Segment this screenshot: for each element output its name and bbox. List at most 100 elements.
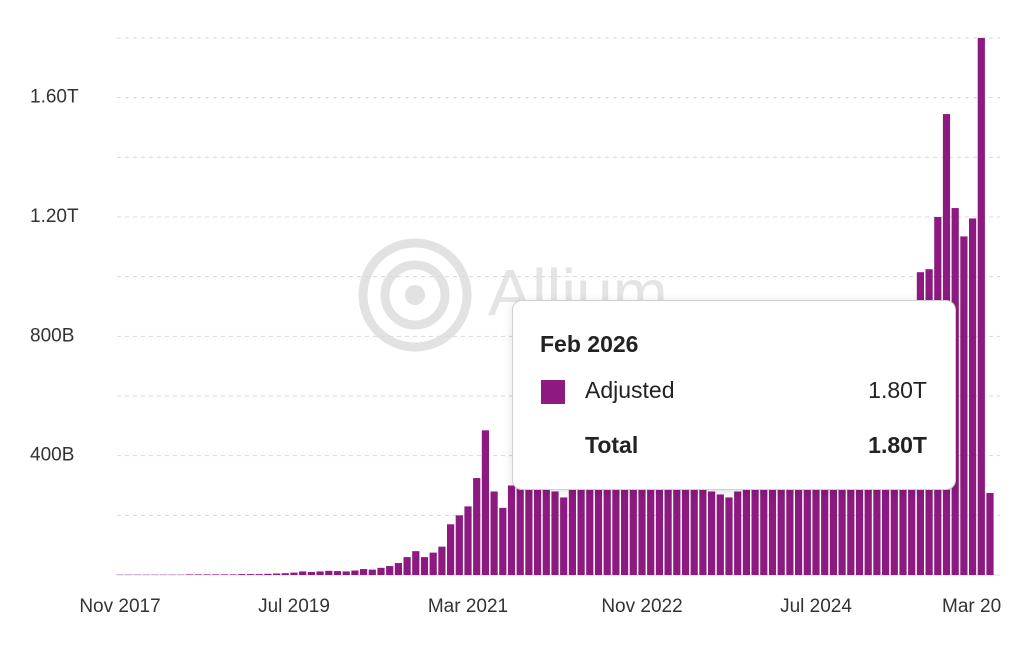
watermark-logo xyxy=(358,238,472,352)
bar xyxy=(742,485,750,575)
bar xyxy=(855,407,864,575)
bar xyxy=(594,482,603,575)
x-tick-label: Nov 2022 xyxy=(601,596,682,617)
tooltip-title: Feb 2026 xyxy=(540,331,639,357)
bar xyxy=(795,455,803,575)
bar xyxy=(638,482,646,575)
bar xyxy=(786,461,794,575)
bar xyxy=(621,470,629,575)
bar xyxy=(681,479,690,575)
bar xyxy=(333,571,342,575)
bar xyxy=(821,446,829,575)
bar xyxy=(351,570,359,575)
bar xyxy=(612,479,620,575)
bar xyxy=(568,485,576,575)
bar xyxy=(186,574,194,575)
bar xyxy=(212,574,220,575)
bar xyxy=(473,478,481,575)
bar xyxy=(420,557,429,575)
bar xyxy=(481,430,489,575)
bar xyxy=(986,492,994,575)
bar xyxy=(655,488,663,575)
watermark-logo xyxy=(380,260,450,330)
bar xyxy=(960,236,968,575)
bar xyxy=(447,524,455,575)
x-tick-label: Jul 2024 xyxy=(780,596,852,617)
bar xyxy=(264,573,272,575)
y-tick-label: 800B xyxy=(30,325,74,346)
bar xyxy=(255,574,263,575)
bar xyxy=(507,485,516,575)
tooltip-value: 1.80T xyxy=(868,377,927,403)
bar xyxy=(377,567,385,575)
bar xyxy=(542,485,550,575)
bar xyxy=(246,574,255,575)
bar xyxy=(768,467,777,575)
bar xyxy=(368,569,376,575)
bar xyxy=(316,571,324,575)
bar xyxy=(603,485,611,575)
bar xyxy=(412,551,420,575)
bar xyxy=(838,425,846,575)
tooltip-swatch xyxy=(541,380,565,404)
bar xyxy=(690,485,698,575)
bar xyxy=(673,476,681,575)
bar xyxy=(342,571,350,575)
bar xyxy=(360,569,368,575)
bar xyxy=(525,482,533,575)
bar xyxy=(490,491,498,575)
tooltip-total-value: 1.80T xyxy=(868,432,927,458)
bar xyxy=(229,574,237,575)
tooltip: Feb 2026 Adjusted 1.80T Total 1.80T xyxy=(512,300,956,490)
bar xyxy=(664,482,672,575)
bar xyxy=(429,552,437,575)
x-tick-label: Nov 2017 xyxy=(79,596,160,617)
bar xyxy=(281,573,289,575)
y-tick-label: 400B xyxy=(30,445,74,466)
bar xyxy=(386,566,394,575)
bar xyxy=(777,470,785,575)
bar xyxy=(307,572,315,575)
bar xyxy=(499,507,507,575)
bar xyxy=(290,572,298,575)
x-tick-label: Jul 2019 xyxy=(258,596,330,617)
bar xyxy=(464,506,472,575)
bar xyxy=(577,479,585,575)
bar xyxy=(725,497,733,575)
bar xyxy=(708,491,716,575)
tooltip-total-label: Total xyxy=(585,432,639,458)
bar xyxy=(716,494,724,575)
bar xyxy=(455,515,463,575)
bar xyxy=(194,574,202,575)
bar xyxy=(203,574,211,575)
tooltip-series-name: Adjusted xyxy=(585,377,675,403)
bar xyxy=(812,440,820,575)
bar xyxy=(551,491,559,575)
bar xyxy=(829,431,837,575)
bar xyxy=(534,476,542,575)
bar xyxy=(734,491,742,575)
bar xyxy=(403,557,411,575)
bar xyxy=(273,573,281,575)
bar xyxy=(516,488,524,575)
bar xyxy=(629,476,637,575)
y-tick-label: 1.60T xyxy=(30,87,79,108)
bar xyxy=(647,485,655,575)
bar xyxy=(969,218,977,575)
bar xyxy=(699,488,707,575)
bar xyxy=(847,419,855,575)
bar xyxy=(238,574,246,575)
watermark-logo xyxy=(405,285,425,305)
bar xyxy=(299,571,307,575)
bar xyxy=(325,570,333,575)
bar xyxy=(220,574,228,575)
bar xyxy=(977,38,985,575)
bar xyxy=(560,497,568,575)
bar xyxy=(803,449,811,575)
x-tick-label: Mar 2021 xyxy=(428,596,508,617)
bar xyxy=(438,546,446,575)
x-tick-label: Mar 20 xyxy=(942,596,1001,617)
bar xyxy=(760,473,768,575)
y-tick-label: 1.20T xyxy=(30,206,79,227)
